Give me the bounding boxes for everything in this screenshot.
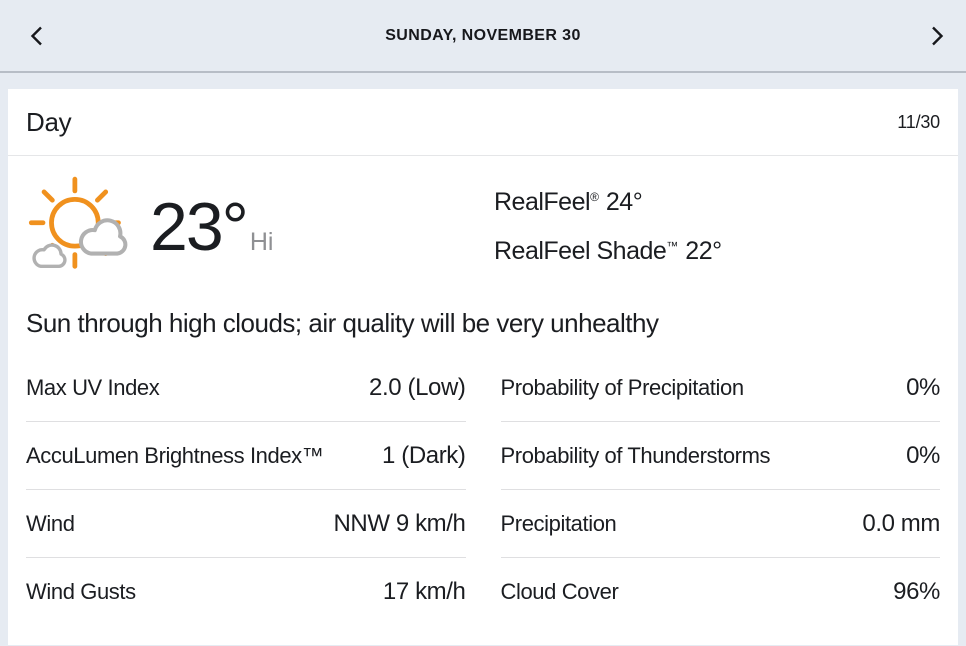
next-day-button[interactable] (925, 19, 950, 52)
stat-value: 0% (906, 441, 940, 469)
registered-mark: ® (590, 190, 599, 204)
stat-label: Wind (26, 510, 75, 536)
stat-label: Cloud Cover (500, 579, 619, 604)
stats-column-left: Max UV Index 2.0 (Low) AccuLumen Brightn… (26, 354, 466, 626)
stat-value: 0% (906, 373, 940, 401)
card-date: 11/30 (897, 111, 940, 132)
stat-value: 96% (893, 578, 940, 605)
stats-grid: Max UV Index 2.0 (Low) AccuLumen Brightn… (8, 354, 958, 626)
period-label: Day (26, 106, 72, 137)
stat-label: Wind Gusts (26, 579, 136, 604)
stat-value: NNW 9 km/h (333, 509, 466, 537)
stat-value: 17 km/h (382, 578, 466, 605)
stat-value: 0.0 mm (862, 509, 940, 537)
stat-row-wind-gusts: Wind Gusts 17 km/h (26, 558, 466, 626)
realfeel-label: RealFeel (494, 188, 591, 216)
stat-label: Precipitation (500, 510, 617, 536)
high-temperature: 23° Hi (150, 193, 273, 261)
realfeel-block: RealFeel® 24° RealFeel Shade™ 22° (494, 188, 722, 266)
high-temperature-label: Hi (249, 228, 274, 256)
stat-label: AccuLumen Brightness Index™ (26, 442, 324, 468)
stat-row-acculumen: AccuLumen Brightness Index™ 1 (Dark) (26, 422, 466, 490)
date-nav-bar: SUNDAY, NOVEMBER 30 (0, 0, 966, 73)
stat-value: 2.0 (Low) (369, 373, 466, 401)
chevron-right-icon (932, 26, 944, 45)
day-forecast-card: Day 11/30 23° (8, 89, 958, 645)
stat-label: Probability of Precipitation (500, 374, 745, 400)
stat-row-cloud-cover: Cloud Cover 96% (501, 558, 941, 626)
previous-day-button[interactable] (24, 19, 49, 52)
realfeel-shade-label: RealFeel Shade (494, 237, 667, 265)
card-header: Day 11/30 (8, 89, 958, 156)
stat-row-max-uv-index: Max UV Index 2.0 (Low) (26, 354, 466, 422)
trademark-mark: ™ (666, 239, 679, 253)
stat-row-precipitation: Precipitation 0.0 mm (500, 490, 940, 558)
high-temperature-value: 23° (150, 189, 249, 265)
realfeel-shade: RealFeel Shade™ 22° (494, 237, 722, 266)
stat-row-thunderstorm-probability: Probability of Thunderstorms 0% (500, 422, 940, 490)
stat-row-wind: Wind NNW 9 km/h (26, 490, 466, 558)
stat-row-precip-probability: Probability of Precipitation 0% (500, 354, 940, 422)
realfeel-value: 24° (605, 188, 643, 216)
stat-label: Max UV Index (26, 374, 160, 400)
sun-through-clouds-icon (28, 176, 128, 269)
icon-temp-group: 23° Hi (26, 176, 494, 278)
stat-value: 1 (Dark) (382, 441, 466, 469)
realfeel-shade-value: 22° (685, 237, 722, 265)
chevron-left-icon (30, 26, 42, 45)
stat-label: Probability of Thunderstorms (500, 442, 771, 468)
date-nav-title: SUNDAY, NOVEMBER 30 (385, 26, 581, 44)
forecast-phrase: Sun through high clouds; air quality wil… (26, 308, 659, 338)
temperature-section: 23° Hi RealFeel® 24° RealFeel Shade™ 22° (8, 156, 958, 282)
stats-column-right: Probability of Precipitation 0% Probabil… (500, 354, 941, 626)
realfeel: RealFeel® 24° (494, 188, 722, 217)
